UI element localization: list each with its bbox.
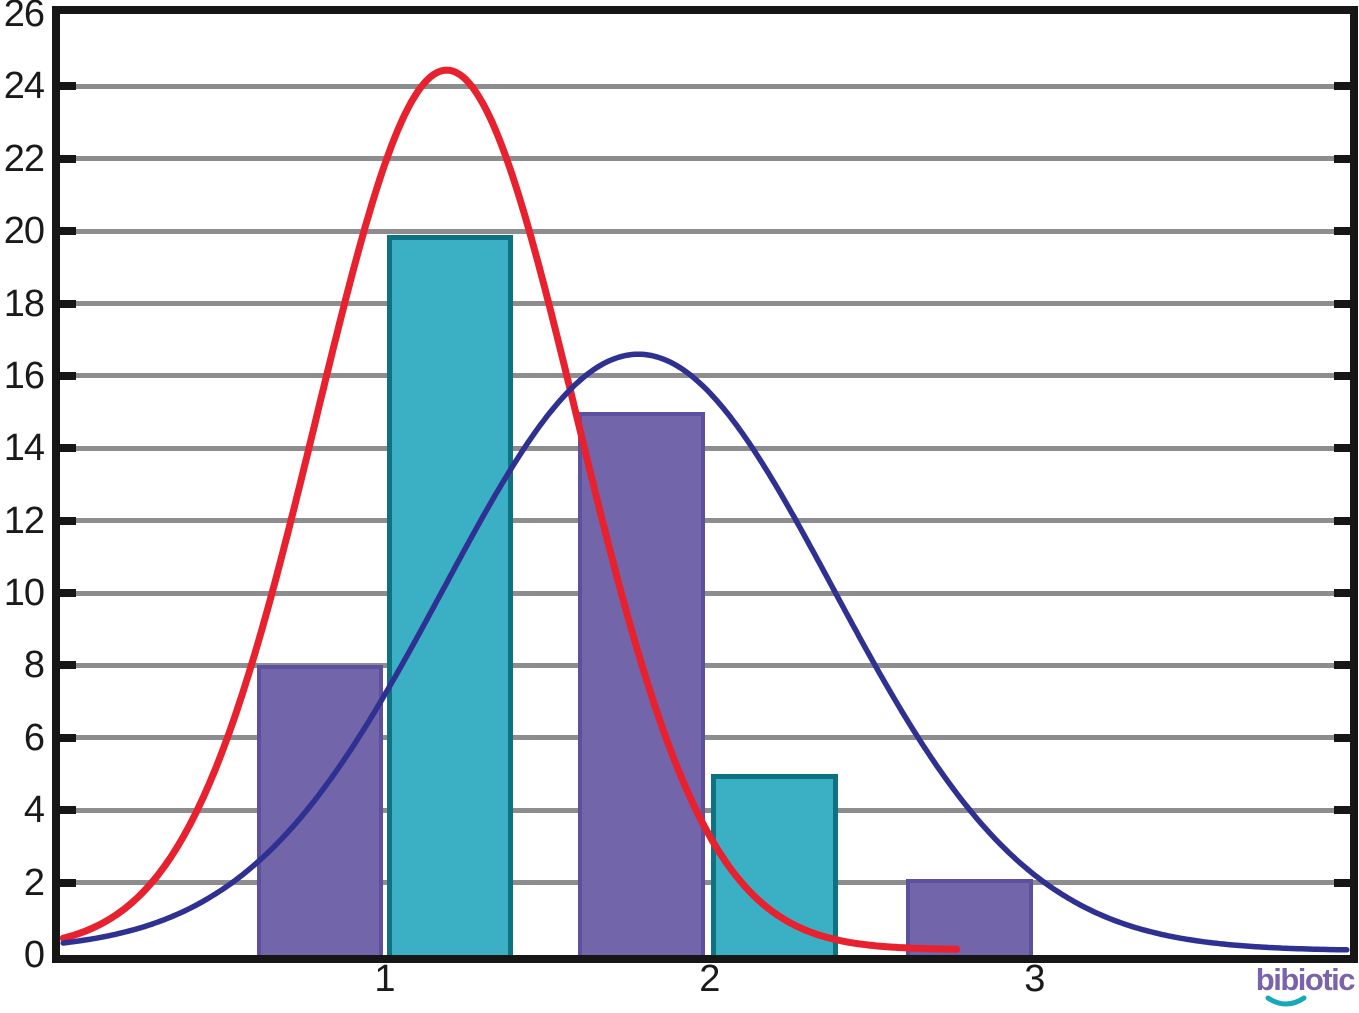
- tick-mark-right: [1334, 589, 1350, 598]
- gridline: [74, 518, 1336, 524]
- tick-mark-left: [60, 661, 76, 670]
- tick-mark-right: [1334, 661, 1350, 670]
- tick-mark-left: [60, 444, 76, 453]
- y-axis-label: 4: [23, 789, 45, 832]
- gridline: [74, 373, 1336, 379]
- tick-mark-right: [1334, 516, 1350, 525]
- tick-mark-right: [1334, 733, 1350, 742]
- red-density-curve: [59, 66, 961, 953]
- plot-inner: [59, 14, 1350, 955]
- density-curves: [59, 66, 1350, 953]
- tick-mark-left: [60, 154, 76, 163]
- tick-mark-left: [60, 82, 76, 91]
- tick-mark-right: [1334, 371, 1350, 380]
- x-axis-label: 1: [374, 958, 396, 1000]
- y-axis-label: 2: [23, 861, 45, 904]
- x-axis-label: 2: [699, 958, 721, 1000]
- tick-mark-left: [60, 299, 76, 308]
- y-axis-label: 18: [3, 282, 45, 325]
- tick-mark-left: [60, 227, 76, 236]
- tick-mark-left: [60, 806, 76, 815]
- y-axis-label: 12: [3, 499, 45, 542]
- tick-mark-right: [1334, 444, 1350, 453]
- gridline: [74, 807, 1336, 813]
- tick-mark-left: [60, 589, 76, 598]
- tick-mark-left: [60, 371, 76, 380]
- gridline: [74, 590, 1336, 596]
- gridline: [74, 228, 1336, 234]
- y-axis-label: 16: [3, 354, 45, 397]
- tick-mark-right: [1334, 154, 1350, 163]
- gridline: [74, 880, 1336, 886]
- gridline: [74, 83, 1336, 89]
- tick-mark-right: [1334, 227, 1350, 236]
- tick-mark-right: [1334, 82, 1350, 91]
- y-axis-label: 8: [23, 644, 45, 687]
- gridline: [74, 301, 1336, 307]
- y-axis-label: 6: [23, 716, 45, 759]
- y-axis-label: 24: [3, 65, 45, 108]
- tick-mark-left: [60, 878, 76, 887]
- brand-logo: bibiotic: [1224, 962, 1356, 1012]
- y-axis-label: 10: [3, 572, 45, 615]
- tick-mark-right: [1334, 878, 1350, 887]
- tick-mark-right: [1334, 299, 1350, 308]
- y-axis-label: 0: [23, 934, 45, 976]
- y-axis-label: 22: [3, 137, 45, 180]
- purple-bar: [256, 665, 384, 955]
- plot-area: [52, 6, 1358, 963]
- smile-icon: [1265, 995, 1307, 1007]
- teal-bar: [711, 774, 839, 955]
- teal-bar: [386, 234, 514, 955]
- y-axis-label: 20: [3, 210, 45, 253]
- blue-density-curve: [60, 351, 1350, 953]
- tick-mark-left: [60, 516, 76, 525]
- purple-bar: [906, 879, 1034, 955]
- x-axis-label: 3: [1024, 958, 1046, 1000]
- brand-logo-text: bibiotic: [1255, 962, 1356, 997]
- tick-mark-right: [1334, 806, 1350, 815]
- y-axis-label: 26: [3, 0, 45, 35]
- gridline: [74, 662, 1336, 668]
- gridline: [74, 445, 1336, 451]
- y-axis-label: 14: [3, 427, 45, 470]
- gridline: [74, 156, 1336, 162]
- tick-mark-left: [60, 733, 76, 742]
- gridline: [74, 735, 1336, 741]
